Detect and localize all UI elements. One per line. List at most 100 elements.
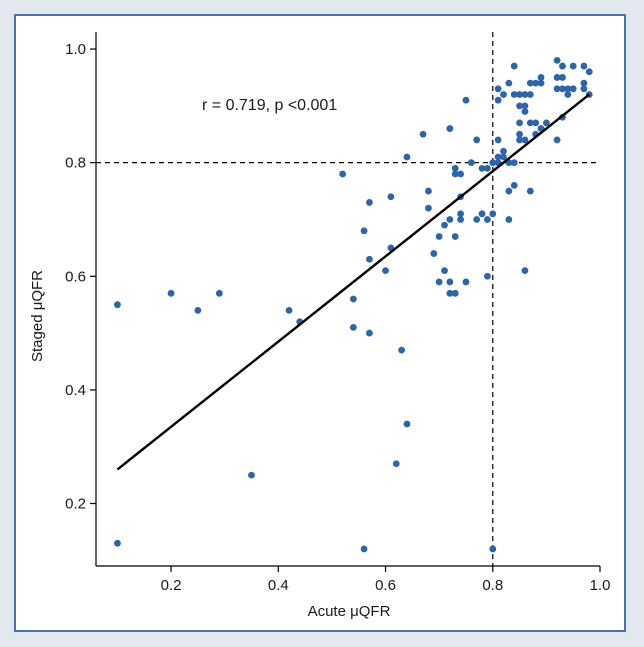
data-point (457, 210, 464, 218)
scatter-chart: 0.2 0.4 0.6 0.8 1.0 0.2 0.4 0.6 0.8 1.0 r = 0.719… (29, 32, 611, 620)
data-point (425, 187, 432, 195)
data-point (435, 233, 443, 240)
data-point (494, 85, 502, 93)
data-point (446, 278, 454, 286)
data-point (360, 227, 368, 235)
data-point (403, 420, 411, 428)
data-point (580, 79, 588, 87)
data-point (526, 187, 534, 195)
data-point (398, 346, 406, 354)
data-point (349, 324, 357, 331)
data-point (194, 306, 202, 314)
data-point (510, 181, 518, 189)
data-point (564, 91, 572, 98)
data-point (387, 193, 395, 201)
data-point (494, 153, 502, 161)
data-point (580, 85, 588, 93)
data-point (462, 278, 470, 286)
data-point (478, 164, 486, 172)
data-point (489, 210, 497, 218)
data-point (441, 221, 448, 229)
data-point (564, 85, 572, 93)
x-tick-label: 0.4 (268, 577, 289, 594)
data-point (392, 460, 400, 468)
data-point (537, 79, 545, 87)
data-point (553, 85, 561, 93)
data-point (446, 289, 454, 297)
data-point (215, 289, 223, 297)
data-point (537, 74, 545, 81)
y-axis-label: Staged μQFR (29, 270, 46, 362)
data-point (451, 233, 459, 240)
data-point (521, 108, 529, 115)
data-point (451, 164, 459, 172)
x-tick-label: 1.0 (590, 577, 611, 594)
data-point (516, 130, 523, 138)
data-point (526, 119, 534, 127)
data-point (484, 216, 491, 223)
data-point (500, 147, 507, 155)
data-point (349, 295, 357, 303)
data-point (403, 153, 411, 161)
data-point (467, 159, 475, 167)
data-point (510, 91, 518, 98)
data-point (478, 210, 486, 218)
data-point (494, 136, 502, 144)
data-point (462, 96, 470, 104)
data-point (484, 164, 491, 172)
data-point (542, 119, 550, 127)
data-point (500, 91, 507, 98)
data-point (366, 329, 373, 337)
data-point (451, 170, 459, 178)
data-point (382, 267, 389, 274)
data-point (569, 62, 577, 70)
data-point (510, 62, 518, 70)
data-point (114, 539, 121, 547)
correlation-annotation: r = 0.719, p <0.001 (202, 97, 337, 114)
data-point (521, 267, 529, 274)
data-point (489, 545, 497, 553)
regression-line (116, 93, 591, 471)
data-point (430, 250, 438, 257)
data-point (580, 62, 588, 70)
data-point (553, 57, 561, 64)
data-point (366, 199, 373, 206)
data-point (285, 306, 293, 314)
data-point (505, 216, 513, 223)
x-axis-label: Acute μQFR (308, 603, 391, 620)
data-point (360, 545, 368, 553)
data-point (473, 216, 481, 223)
data-point (521, 136, 529, 144)
y-tick-label: 0.8 (65, 155, 86, 172)
data-point (526, 91, 534, 98)
x-tick-label: 0.2 (161, 577, 182, 594)
data-point (425, 204, 432, 212)
y-tick-label: 0.4 (65, 382, 86, 399)
data-point (473, 136, 481, 144)
data-point (532, 79, 540, 87)
data-point (446, 125, 454, 132)
data-point (457, 170, 464, 178)
data-point (526, 79, 534, 87)
data-point (559, 62, 566, 70)
data-point (489, 159, 497, 167)
data-point (494, 96, 502, 104)
x-tick-label: 0.6 (375, 577, 396, 594)
data-point (505, 79, 513, 87)
data-point (114, 301, 121, 309)
data-point (516, 91, 523, 98)
data-point (510, 159, 518, 167)
data-point (435, 278, 443, 286)
data-point (585, 68, 593, 76)
data-point (559, 85, 566, 93)
data-point (559, 74, 566, 81)
data-point (532, 119, 540, 127)
data-point (569, 85, 577, 93)
y-tick-label: 0.6 (65, 268, 86, 285)
data-point (441, 267, 448, 274)
data-point (521, 91, 529, 98)
data-point (516, 136, 523, 144)
data-point (339, 170, 347, 178)
data-point (516, 102, 523, 110)
chart-frame: 0.2 0.4 0.6 0.8 1.0 0.2 0.4 0.6 0.8 1.0 r = 0.719… (14, 14, 626, 632)
